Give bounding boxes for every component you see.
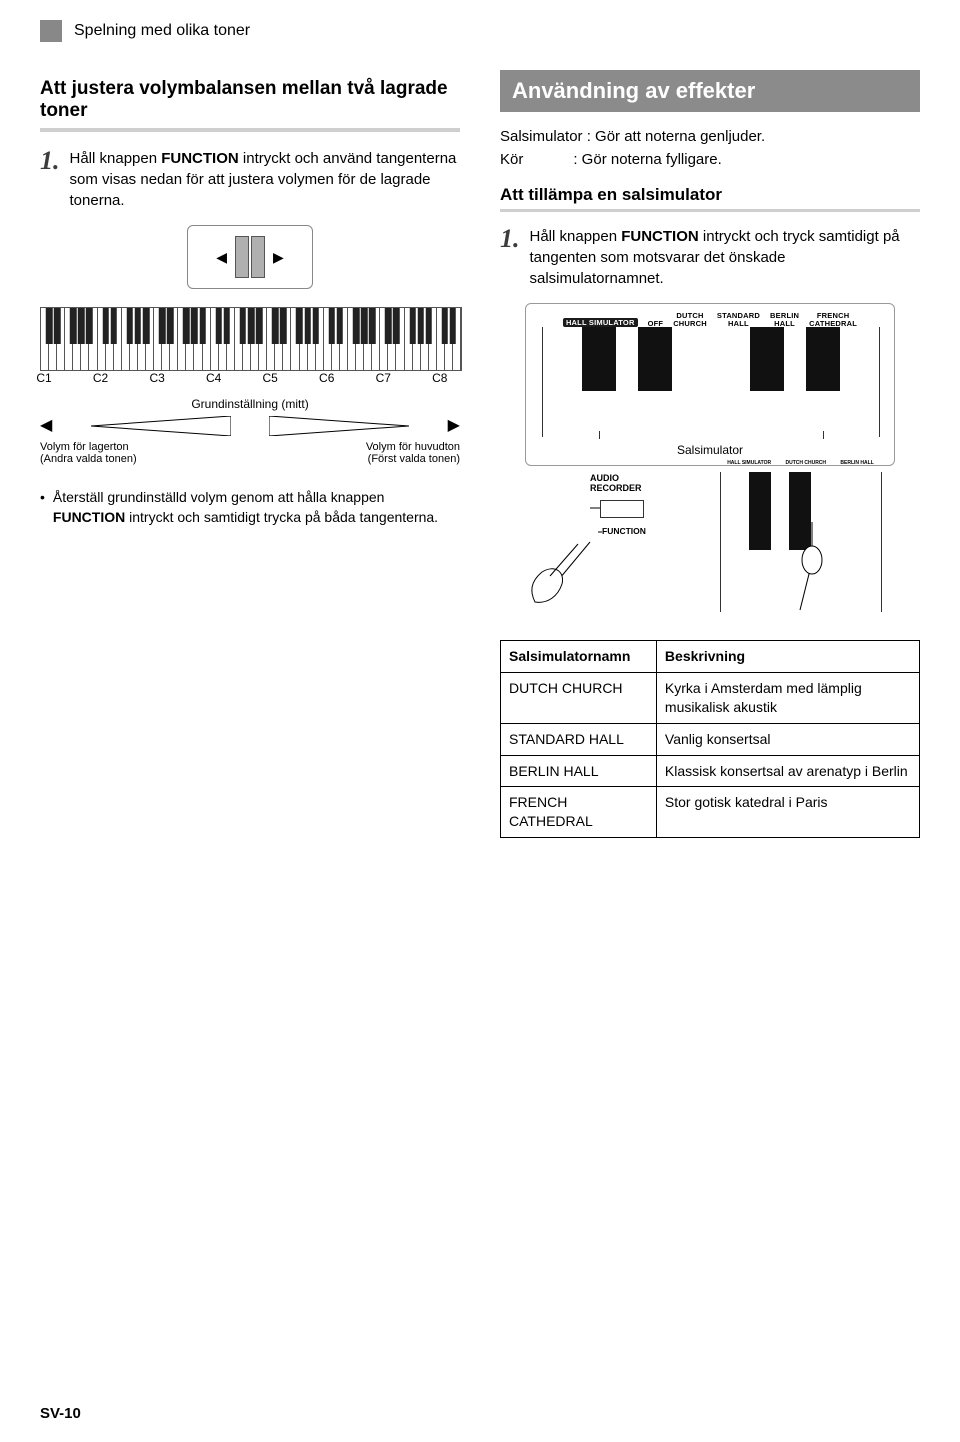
volume-labels: Volym för lagerton (Andra valda tonen) V… — [40, 441, 460, 465]
right-column: Användning av effekter Salsimulator : Gö… — [500, 70, 920, 838]
text: Volym för lagerton — [40, 441, 129, 453]
left-step-1: 1. Håll knappen FUNCTION intryckt och an… — [40, 148, 460, 211]
arrow-left-icon: ◀ — [210, 249, 233, 266]
bullet-icon: • — [40, 487, 45, 528]
layer-volume-label: Volym för lagerton (Andra valda tonen) — [40, 441, 233, 465]
keyword-function: FUNCTION — [621, 228, 699, 245]
octave-label: C5 — [263, 371, 278, 385]
table-cell: STANDARD HALL — [501, 723, 657, 755]
arrow-right-icon: ▶ — [267, 249, 290, 266]
left-heading: Att justera volymbalansen mellan två lag… — [40, 78, 460, 132]
wedge-row: ◀ ▶ — [40, 415, 460, 437]
wedge-right-icon — [269, 416, 409, 436]
t: HALL SIMULATOR — [727, 460, 771, 466]
octave-label: C2 — [93, 371, 108, 385]
text: intryckt och samtidigt trycka på båda ta… — [125, 509, 438, 525]
text: (Först valda tonen) — [368, 453, 460, 465]
def-salsimulator: Salsimulator : Gör att noterna genljuder… — [500, 126, 920, 149]
two-column-layout: Att justera volymbalansen mellan två lag… — [40, 70, 920, 838]
arrow-left-icon: ◀ — [40, 418, 52, 434]
table-body: DUTCH CHURCHKyrka i Amsterdam med lämpli… — [501, 672, 920, 837]
table-row: DUTCH CHURCHKyrka i Amsterdam med lämpli… — [501, 672, 920, 723]
arrow-right-icon: ▶ — [448, 418, 460, 434]
panel-label: BERLIN HALL — [770, 312, 799, 327]
keys-panel: ◀ ▶ — [187, 225, 313, 289]
left-column: Att justera volymbalansen mellan två lag… — [40, 70, 460, 838]
wedge-left-icon — [91, 416, 231, 436]
step-number: 1. — [40, 148, 60, 174]
text: Återställ grundinställd volym genom att … — [53, 489, 385, 505]
text: Håll knappen — [70, 150, 162, 167]
step-text: Håll knappen FUNCTION intryckt och använ… — [70, 148, 461, 211]
tiny-panel-labels: HALL SIMULATOR DUTCH CHURCH BERLIN HALL — [720, 460, 881, 466]
mid-label: Grundinställning (mitt) — [40, 397, 460, 411]
panel-label-strip: HALL SIMULATOR OFF DUTCH CHURCH STANDARD… — [542, 312, 878, 327]
table-cell: Kyrka i Amsterdam med lämplig musikalisk… — [656, 672, 919, 723]
table-row: STANDARD HALLVanlig konsertsal — [501, 723, 920, 755]
section-title: Spelning med olika toner — [74, 22, 250, 40]
table-header: Beskrivning — [656, 641, 919, 673]
salsimulator-keys-panel: HALL SIMULATOR OFF DUTCH CHURCH STANDARD… — [525, 303, 895, 466]
panel-label: FRENCH CATHEDRAL — [809, 312, 857, 327]
keyboard-diagram: C1C2C3C4C5C6C7C8 — [40, 307, 460, 387]
table-cell: Stor gotisk katedral i Paris — [656, 787, 919, 838]
two-keys-diagram: ◀ ▶ — [40, 225, 460, 289]
volume-balance-diagram: Grundinställning (mitt) ◀ ▶ Volym för la… — [40, 397, 460, 465]
effect-definitions: Salsimulator : Gör att noterna genljuder… — [500, 126, 920, 171]
keyboard-keys — [40, 307, 462, 371]
finger-lines-icon — [500, 472, 700, 612]
page: Spelning med olika toner Att justera vol… — [0, 0, 960, 1442]
keyword-function: FUNCTION — [161, 150, 239, 167]
text: (Andra valda tonen) — [40, 453, 137, 465]
main-volume-label: Volym för huvudton (Först valda tonen) — [267, 441, 460, 465]
step-number: 1. — [500, 226, 520, 252]
panel-label: OFF — [648, 320, 664, 328]
hall-simulator-pill: HALL SIMULATOR — [563, 318, 638, 328]
octave-label: C7 — [376, 371, 391, 385]
table-cell: FRENCH CATHEDRAL — [501, 787, 657, 838]
octave-label: C6 — [319, 371, 334, 385]
page-number: SV-10 — [40, 1405, 81, 1422]
text: Volym för huvudton — [366, 441, 460, 453]
table-cell: Vanlig konsertsal — [656, 723, 919, 755]
keyword-function: FUNCTION — [53, 509, 125, 525]
table-row: BERLIN HALLKlassisk konsertsal av arenat… — [501, 755, 920, 787]
reset-note: • Återställ grundinställd volym genom at… — [40, 487, 460, 528]
section-marker-icon — [40, 20, 62, 42]
table-cell: BERLIN HALL — [501, 755, 657, 787]
table-header: Salsimulatornamn — [501, 641, 657, 673]
zoom-caption: Salsimulator — [542, 443, 878, 457]
octave-label: C1 — [36, 371, 51, 385]
table-row: FRENCH CATHEDRALStor gotisk katedral i P… — [501, 787, 920, 838]
panel-label: DUTCH CHURCH — [673, 312, 707, 327]
table-cell: DUTCH CHURCH — [501, 672, 657, 723]
t: BERLIN HALL — [840, 460, 873, 466]
t: DUTCH CHURCH — [785, 460, 826, 466]
function-button-area: AUDIO RECORDER FUNCTION — [500, 472, 700, 612]
section-header: Spelning med olika toner — [40, 20, 920, 42]
octave-label: C3 — [149, 371, 164, 385]
finger-press-icon — [720, 472, 880, 612]
step-text: Håll knappen FUNCTION intryckt och tryck… — [530, 226, 921, 289]
zoom-keys — [542, 327, 880, 437]
table-cell: Klassisk konsertsal av arenatyp i Berlin — [656, 755, 919, 787]
salsimulator-table: Salsimulatornamn Beskrivning DUTCH CHURC… — [500, 640, 920, 838]
key-bar — [235, 236, 249, 278]
octave-label: C4 — [206, 371, 221, 385]
keyboard-octave-labels: C1C2C3C4C5C6C7C8 — [40, 371, 460, 387]
def-chorus: Kör : Gör noterna fylligare. — [500, 149, 920, 172]
octave-label: C8 — [432, 371, 447, 385]
function-press-diagram: AUDIO RECORDER FUNCTION HALL SIMULATOR — [500, 472, 920, 612]
apply-heading: Att tillämpa en salsimulator — [500, 185, 920, 212]
function-keys-area: HALL SIMULATOR DUTCH CHURCH BERLIN HALL — [720, 472, 881, 612]
key-bar — [251, 236, 265, 278]
bullet-text: Återställ grundinställd volym genom att … — [53, 487, 460, 528]
panel-label: STANDARD HALL — [717, 312, 760, 327]
text: Håll knappen — [530, 228, 622, 245]
right-box-heading: Användning av effekter — [500, 70, 920, 112]
right-step-1: 1. Håll knappen FUNCTION intryckt och tr… — [500, 226, 920, 289]
